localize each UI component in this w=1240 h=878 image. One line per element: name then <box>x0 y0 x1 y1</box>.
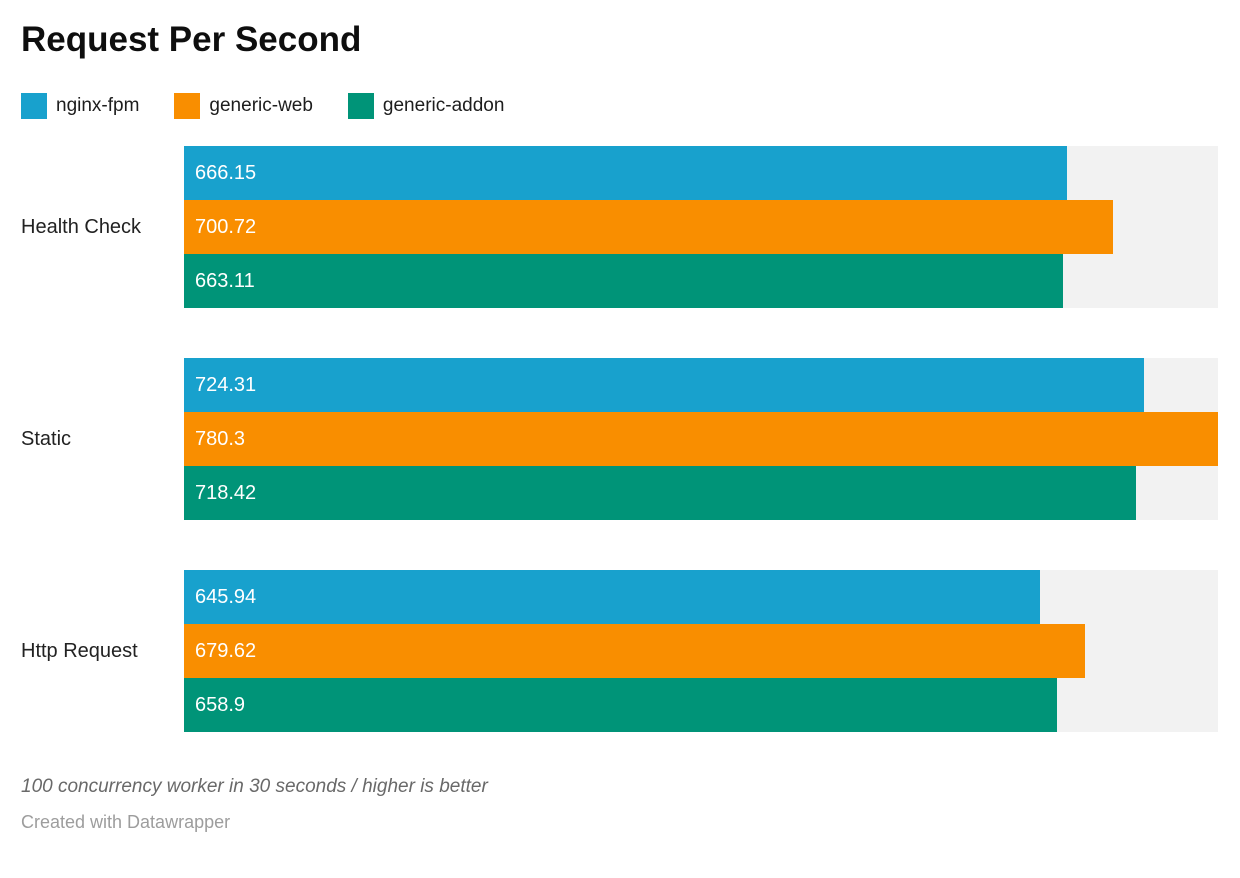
category-label: Static <box>21 427 72 450</box>
bar-nginx-fpm: 724.31 <box>184 358 1144 412</box>
bar-track: 780.3 <box>184 412 1218 466</box>
bar-stack: 645.94 679.62 658.9 <box>184 570 1218 732</box>
bar-track: 658.9 <box>184 678 1218 732</box>
category-label: Http Request <box>21 639 138 662</box>
bar-value-label: 700.72 <box>195 215 257 238</box>
bar-group: Http Request 645.94 679.62 658.9 <box>21 570 1218 732</box>
legend: nginx-fpm generic-web generic-addon <box>21 93 1218 119</box>
category-label: Health Check <box>21 215 142 238</box>
bar-track: 645.94 <box>184 570 1218 624</box>
bar-generic-web: 679.62 <box>184 624 1085 678</box>
bar-track: 666.15 <box>184 146 1218 200</box>
bar-value-label: 780.3 <box>195 427 246 450</box>
bar-stack: 666.15 700.72 663.11 <box>184 146 1218 308</box>
legend-label: generic-addon <box>382 95 505 116</box>
bar-value-label: 663.11 <box>195 269 255 292</box>
legend-item-generic-web: generic-web <box>174 93 313 119</box>
bar-group: Static 724.31 780.3 718.42 <box>21 358 1218 520</box>
bar-stack: 724.31 780.3 718.42 <box>184 358 1218 520</box>
chart-note: 100 concurrency worker in 30 seconds / h… <box>21 776 488 797</box>
legend-swatch-nginx-fpm <box>21 93 47 119</box>
chart-container: Request Per Second nginx-fpm generic-web g… <box>0 18 1240 878</box>
bar-track: 663.11 <box>184 254 1218 308</box>
bar-generic-web: 700.72 <box>184 200 1113 254</box>
bar-generic-web: 780.3 <box>184 412 1218 466</box>
bar-value-label: 645.94 <box>195 585 257 608</box>
bar-chart: Health Check 666.15 700.72 663.11 Static 724.… <box>21 146 1218 732</box>
legend-swatch-generic-web <box>174 93 201 119</box>
bar-track: 718.42 <box>184 466 1218 520</box>
bar-track: 679.62 <box>184 624 1218 678</box>
bar-value-label: 724.31 <box>195 373 257 396</box>
legend-item-nginx-fpm: nginx-fpm <box>21 93 139 119</box>
chart-title: Request Per Second <box>21 20 362 59</box>
bar-track: 724.31 <box>184 358 1218 412</box>
bar-value-label: 658.9 <box>195 693 246 716</box>
attribution: Created with Datawrapper <box>21 812 231 832</box>
bar-generic-addon: 663.11 <box>184 254 1063 308</box>
legend-label: generic-web <box>209 95 313 116</box>
bar-value-label: 666.15 <box>195 161 257 184</box>
bar-generic-addon: 718.42 <box>184 466 1136 520</box>
bar-track: 700.72 <box>184 200 1218 254</box>
legend-label: nginx-fpm <box>56 95 140 116</box>
legend-swatch-generic-addon <box>347 93 374 119</box>
bar-generic-addon: 658.9 <box>184 678 1058 732</box>
bar-value-label: 679.62 <box>195 639 257 662</box>
bar-group: Health Check 666.15 700.72 663.11 <box>21 146 1218 308</box>
bar-value-label: 718.42 <box>195 481 257 504</box>
bar-nginx-fpm: 666.15 <box>184 146 1067 200</box>
bar-nginx-fpm: 645.94 <box>184 570 1040 624</box>
legend-item-generic-addon: generic-addon <box>347 93 505 119</box>
